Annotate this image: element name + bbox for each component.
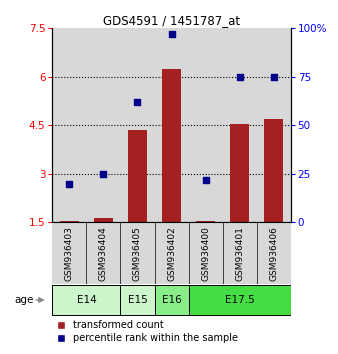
Legend: transformed count, percentile rank within the sample: transformed count, percentile rank withi… [53, 316, 242, 347]
Point [67, 181, 72, 187]
Text: E17.5: E17.5 [225, 295, 255, 305]
Bar [257, 222, 291, 285]
Text: GSM936405: GSM936405 [133, 226, 142, 281]
Bar [223, 222, 257, 285]
Bar [120, 222, 154, 285]
Point [271, 74, 276, 80]
Text: E15: E15 [128, 295, 147, 305]
Point [135, 99, 140, 105]
Bar [189, 222, 223, 285]
Point [169, 31, 174, 37]
Bar [189, 28, 223, 222]
Text: GSM936402: GSM936402 [167, 226, 176, 281]
Bar [162, 69, 181, 222]
FancyBboxPatch shape [120, 285, 154, 315]
FancyBboxPatch shape [154, 285, 189, 315]
Bar [230, 124, 249, 222]
Text: GSM936406: GSM936406 [269, 226, 278, 281]
Bar [120, 28, 154, 222]
Bar [128, 130, 147, 222]
Bar [60, 221, 79, 222]
Text: age: age [14, 295, 33, 305]
Text: GSM936401: GSM936401 [235, 226, 244, 281]
Bar [52, 28, 87, 222]
Bar [223, 28, 257, 222]
Point [101, 171, 106, 177]
Bar [264, 119, 283, 222]
Text: GSM936404: GSM936404 [99, 226, 108, 281]
Bar [52, 222, 87, 285]
Text: GSM936400: GSM936400 [201, 226, 210, 281]
FancyBboxPatch shape [52, 285, 120, 315]
Bar [257, 28, 291, 222]
Bar [154, 222, 189, 285]
FancyBboxPatch shape [189, 285, 291, 315]
Bar [87, 28, 120, 222]
Point [203, 177, 208, 183]
Bar [196, 221, 215, 222]
Bar [87, 222, 120, 285]
Bar [94, 217, 113, 222]
Text: GSM936403: GSM936403 [65, 226, 74, 281]
Bar [154, 28, 189, 222]
Point [237, 74, 242, 80]
Text: E14: E14 [76, 295, 96, 305]
Title: GDS4591 / 1451787_at: GDS4591 / 1451787_at [103, 14, 240, 27]
Text: E16: E16 [162, 295, 182, 305]
